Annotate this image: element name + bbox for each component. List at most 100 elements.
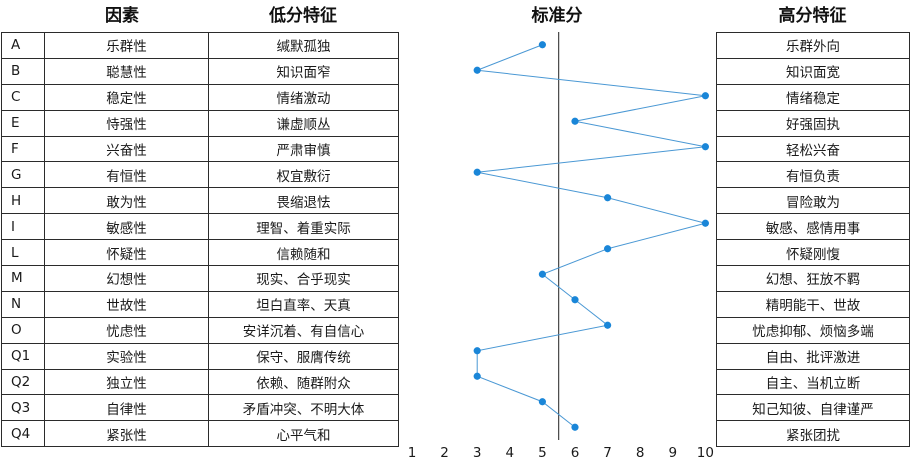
factor-code-cell: O <box>1 316 45 344</box>
x-tick-label: 5 <box>538 445 547 461</box>
factor-row: M 幻想性 现实、合乎现实 <box>1 265 399 292</box>
x-tick-label: 10 <box>697 445 714 461</box>
score-point-e <box>571 117 579 125</box>
factor-row: Q1 实验性 保守、服膺传统 <box>1 342 399 370</box>
high-feature-cell: 知己知彼、自律谨严 <box>716 394 910 422</box>
low-feature-cell: 保守、服膺传统 <box>208 342 399 370</box>
score-point-f <box>701 143 709 151</box>
high-feature-row: 轻松兴奋 <box>716 135 910 163</box>
low-feature-cell: 谦虚顺丛 <box>208 109 399 137</box>
x-tick-label: 1 <box>408 445 417 461</box>
factor-name-cell: 独立性 <box>44 368 209 396</box>
score-point-h <box>604 194 612 202</box>
high-feature-cell: 冒险敢为 <box>716 187 910 215</box>
high-feature-row: 忧虑抑郁、烦恼多端 <box>716 316 910 344</box>
score-point-n <box>571 296 579 304</box>
high-feature-cell: 有恒负责 <box>716 161 910 189</box>
score-point-m <box>538 270 546 278</box>
score-point-o <box>604 321 612 329</box>
factor-name-cell: 自律性 <box>44 394 209 422</box>
factor-name-cell: 敏感性 <box>44 213 209 241</box>
factor-code-cell: C <box>1 83 45 111</box>
low-feature-cell: 畏缩退怯 <box>208 187 399 215</box>
low-feature-cell: 安详沉着、有自信心 <box>208 316 399 344</box>
high-feature-row: 好强固执 <box>716 109 910 137</box>
high-feature-cell: 幻想、狂放不羁 <box>716 265 910 292</box>
high-feature-row: 紧张团扰 <box>716 420 910 448</box>
factor-name-cell: 兴奋性 <box>44 135 209 163</box>
low-feature-cell: 信赖随和 <box>208 239 399 267</box>
high-feature-cell: 紧张团扰 <box>716 420 910 448</box>
score-point-q3 <box>538 398 546 406</box>
factor-row: Q2 独立性 依赖、随群附众 <box>1 368 399 396</box>
x-tick-label: 4 <box>506 445 515 461</box>
factor-code-cell: Q1 <box>1 342 45 370</box>
factor-row: G 有恒性 权宜敷衍 <box>1 161 399 189</box>
x-tick-label: 7 <box>603 445 612 461</box>
factor-name-cell: 实验性 <box>44 342 209 370</box>
high-feature-row: 敏感、感情用事 <box>716 213 910 241</box>
factor-name-cell: 世故性 <box>44 290 209 318</box>
low-feature-cell: 矛盾冲突、不明大体 <box>208 394 399 422</box>
x-tick-label: 8 <box>636 445 645 461</box>
factor-row: L 怀疑性 信赖随和 <box>1 239 399 267</box>
factor-code-cell: H <box>1 187 45 215</box>
low-feature-cell: 情绪激动 <box>208 83 399 111</box>
high-feature-cell: 乐群外向 <box>716 32 910 59</box>
right-high-table: 乐群外向 知识面宽 情绪稳定 好强固执 轻松兴奋 有恒负责 冒险敢为 敏感、感情用事 怀疑刚愎幻… <box>716 32 910 448</box>
high-feature-cell: 情绪稳定 <box>716 83 910 111</box>
factor-row: B 聪慧性 知识面窄 <box>1 57 399 85</box>
low-feature-cell: 理智、着重实际 <box>208 213 399 241</box>
score-point-q4 <box>571 423 579 431</box>
high-feature-row: 自由、批评激进 <box>716 342 910 370</box>
factor-code-cell: Q3 <box>1 394 45 422</box>
factor-code-cell: F <box>1 135 45 163</box>
factor-code-cell: N <box>1 290 45 318</box>
low-feature-cell: 坦白直率、天真 <box>208 290 399 318</box>
score-series-line <box>476 44 708 428</box>
low-feature-cell: 依赖、随群附众 <box>208 368 399 396</box>
factor-row: F 兴奋性 严肃审慎 <box>1 135 399 163</box>
factor-name-cell: 忧虑性 <box>44 316 209 344</box>
factor-row: H 敢为性 畏缩退怯 <box>1 187 399 215</box>
factor-code-cell: M <box>1 265 45 292</box>
factor-name-cell: 怀疑性 <box>44 239 209 267</box>
factor-row: E 恃强性 谦虚顺丛 <box>1 109 399 137</box>
x-tick-label: 2 <box>440 445 449 461</box>
factor-row: A 乐群性 缄默孤独 <box>1 32 399 59</box>
factor-row: O 忧虑性 安详沉着、有自信心 <box>1 316 399 344</box>
header-low-features: 低分特征 <box>269 6 337 26</box>
factor-code-cell: Q4 <box>1 420 45 448</box>
factor-row: N 世故性 坦白直率、天真 <box>1 290 399 318</box>
header-standard-score: 标准分 <box>531 6 583 26</box>
score-point-c <box>701 92 709 100</box>
high-feature-row: 有恒负责 <box>716 161 910 189</box>
factor-code-cell: G <box>1 161 45 189</box>
high-feature-cell: 敏感、感情用事 <box>716 213 910 241</box>
factor-code-cell: E <box>1 109 45 137</box>
high-feature-cell: 自主、当机立断 <box>716 368 910 396</box>
factor-name-cell: 稳定性 <box>44 83 209 111</box>
score-point-a <box>538 41 546 49</box>
high-feature-cell: 自由、批评激进 <box>716 342 910 370</box>
high-feature-row: 精明能干、世故 <box>716 290 910 318</box>
factor-row: Q4 紧张性 心平气和 <box>1 420 399 448</box>
high-feature-row: 知识面宽 <box>716 57 910 85</box>
score-profile-chart: 1 2 3 4 5 6 7 8 9 10 <box>408 32 714 461</box>
low-feature-cell: 现实、合乎现实 <box>208 265 399 292</box>
high-feature-cell: 忧虑抑郁、烦恼多端 <box>716 316 910 344</box>
score-point-l <box>604 245 612 253</box>
factor-name-cell: 敢为性 <box>44 187 209 215</box>
factor-row: C 稳定性 情绪激动 <box>1 83 399 111</box>
factor-name-cell: 有恒性 <box>44 161 209 189</box>
high-feature-cell: 精明能干、世故 <box>716 290 910 318</box>
low-feature-cell: 严肃审慎 <box>208 135 399 163</box>
score-point-i <box>701 219 709 227</box>
factor-code-cell: B <box>1 57 45 85</box>
factor-code-cell: I <box>1 213 45 241</box>
factor-code-cell: L <box>1 239 45 267</box>
score-point-b <box>473 66 481 74</box>
high-feature-row: 幻想、狂放不羁 <box>716 265 910 292</box>
high-feature-cell: 怀疑刚愎 <box>716 239 910 267</box>
low-feature-cell: 缄默孤独 <box>208 32 399 59</box>
